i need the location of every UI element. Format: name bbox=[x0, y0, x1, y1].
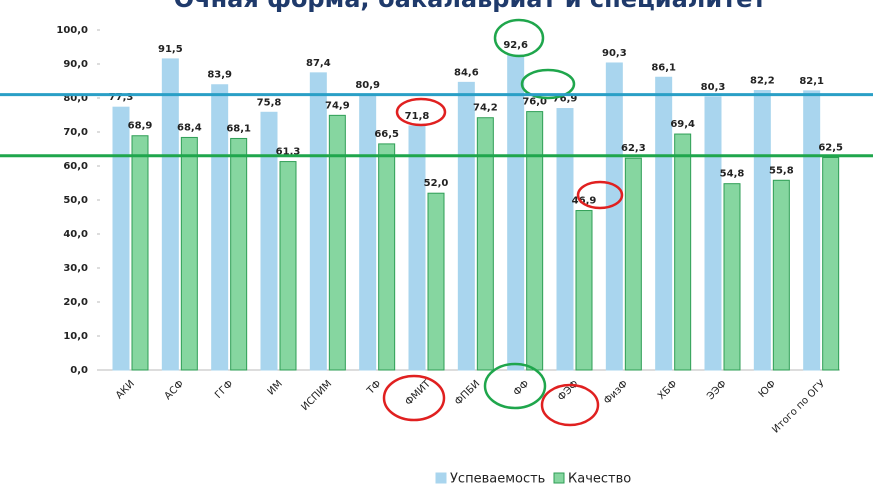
data-label: 74,9 bbox=[325, 100, 350, 111]
data-label: 80,9 bbox=[355, 80, 380, 91]
bar bbox=[359, 94, 377, 371]
bar bbox=[211, 84, 229, 371]
x-tick-label: ЭЭФ bbox=[705, 378, 729, 402]
chart-title: Очная форма, бакалавриат и специалитет bbox=[174, 0, 767, 13]
y-tick-label: 20,0 bbox=[63, 297, 88, 308]
x-tick-label: ФизФ bbox=[602, 378, 631, 407]
bar bbox=[476, 117, 494, 371]
bar bbox=[457, 81, 475, 371]
data-label: 69,4 bbox=[670, 119, 695, 130]
bar bbox=[655, 76, 673, 371]
data-label: 91,5 bbox=[158, 44, 183, 55]
highlight bbox=[576, 180, 624, 210]
bar bbox=[556, 108, 574, 371]
x-tick-label: ФЭФ bbox=[556, 378, 581, 403]
bar bbox=[328, 114, 346, 371]
data-label: 77,3 bbox=[109, 92, 134, 103]
highlight bbox=[382, 374, 446, 422]
data-label: 68,1 bbox=[226, 123, 251, 134]
legend-label: Успеваемость bbox=[450, 472, 545, 487]
data-label: 55,8 bbox=[769, 165, 794, 176]
highlight bbox=[540, 383, 600, 427]
data-label: 87,4 bbox=[306, 58, 331, 69]
x-tick-label: ЮФ bbox=[757, 378, 779, 400]
bar bbox=[309, 72, 327, 371]
y-tick-label: 0,0 bbox=[70, 365, 88, 376]
x-tick-label: ИСПИМ bbox=[300, 378, 335, 413]
data-label: 76,0 bbox=[522, 97, 547, 108]
legend-label: Качество bbox=[568, 472, 631, 487]
x-tick-label: ФФ bbox=[512, 378, 532, 398]
legend-swatch bbox=[553, 472, 565, 484]
y-tick-label: 50,0 bbox=[63, 195, 88, 206]
bar bbox=[803, 90, 821, 371]
data-label: 62,5 bbox=[818, 143, 843, 154]
x-tick-label: ХБФ bbox=[656, 378, 680, 402]
y-tick-label: 90,0 bbox=[63, 59, 88, 70]
bar bbox=[180, 136, 198, 371]
bar bbox=[674, 133, 692, 371]
bar bbox=[279, 161, 297, 371]
x-tick-label: ТФ bbox=[365, 378, 384, 397]
bar bbox=[507, 54, 525, 371]
highlight bbox=[395, 97, 447, 127]
bar bbox=[230, 137, 248, 371]
y-tick-label: 100,0 bbox=[56, 25, 88, 36]
bar bbox=[378, 143, 396, 371]
legend-swatch bbox=[435, 472, 447, 484]
highlight bbox=[483, 362, 547, 410]
bar bbox=[575, 210, 593, 371]
data-label: 90,3 bbox=[602, 48, 627, 59]
bar bbox=[822, 157, 840, 371]
bar bbox=[624, 157, 642, 371]
bar bbox=[526, 111, 544, 371]
data-label: 54,8 bbox=[720, 169, 745, 180]
bar bbox=[605, 62, 623, 371]
y-tick-label: 10,0 bbox=[63, 331, 88, 342]
data-label: 82,1 bbox=[799, 76, 824, 87]
x-tick-label: АКИ bbox=[114, 378, 137, 401]
y-tick-label: 60,0 bbox=[63, 161, 88, 172]
bar bbox=[704, 96, 722, 371]
bar bbox=[427, 192, 445, 371]
data-label: 80,3 bbox=[701, 82, 726, 93]
data-label: 82,2 bbox=[750, 76, 775, 87]
data-label: 62,3 bbox=[621, 143, 646, 154]
bar bbox=[260, 111, 278, 371]
data-label: 84,6 bbox=[454, 67, 479, 78]
data-label: 68,9 bbox=[128, 121, 153, 132]
data-label: 74,2 bbox=[473, 103, 498, 114]
bar bbox=[772, 179, 790, 371]
y-tick-label: 40,0 bbox=[63, 229, 88, 240]
data-label: 75,8 bbox=[257, 97, 282, 108]
data-label: 68,4 bbox=[177, 122, 202, 133]
data-label: 61,3 bbox=[276, 147, 301, 158]
data-label: 66,5 bbox=[374, 129, 399, 140]
y-tick-label: 70,0 bbox=[63, 127, 88, 138]
bar bbox=[408, 125, 426, 371]
data-label: 76,9 bbox=[553, 94, 578, 105]
bar bbox=[161, 58, 179, 371]
bar bbox=[723, 183, 741, 371]
data-label: 52,0 bbox=[424, 178, 449, 189]
x-tick-label: Итого по ОГУ bbox=[770, 378, 827, 435]
data-label: 86,1 bbox=[651, 62, 676, 73]
x-tick-label: АСФ bbox=[163, 378, 187, 402]
data-label: 46,9 bbox=[572, 196, 597, 207]
bar bbox=[131, 135, 149, 371]
x-tick-label: ФМИТ bbox=[403, 378, 433, 408]
x-tick-label: ИМ bbox=[266, 378, 285, 397]
x-tick-label: ФПБИ bbox=[453, 378, 482, 407]
bar bbox=[753, 90, 771, 371]
bar bbox=[112, 106, 130, 371]
y-tick-label: 80,0 bbox=[63, 93, 88, 104]
highlight bbox=[493, 18, 545, 58]
data-label: 92,6 bbox=[503, 40, 528, 51]
highlight bbox=[520, 68, 576, 100]
data-label: 71,8 bbox=[405, 111, 430, 122]
x-tick-label: ГГФ bbox=[213, 378, 236, 401]
data-label: 83,9 bbox=[207, 70, 232, 81]
y-tick-label: 30,0 bbox=[63, 263, 88, 274]
